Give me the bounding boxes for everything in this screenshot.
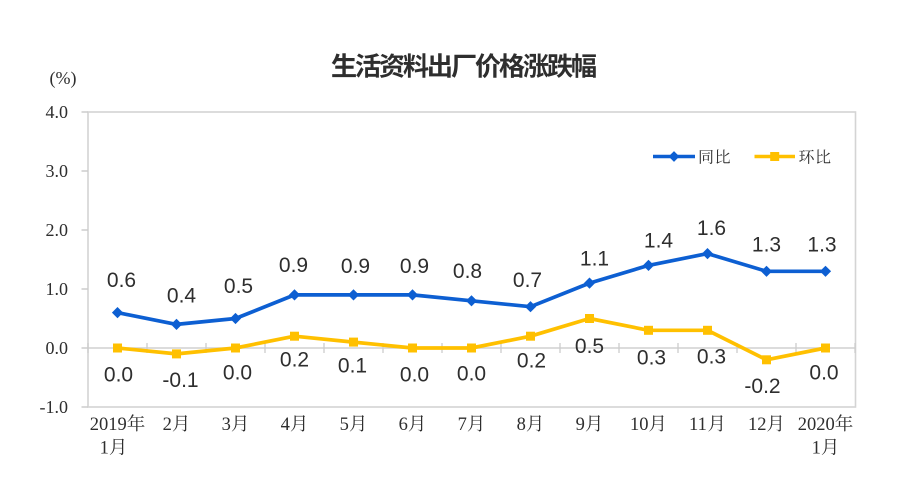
svg-text:2: 2 xyxy=(163,415,172,435)
svg-text:0.5: 0.5 xyxy=(224,275,253,298)
svg-text:0.3: 0.3 xyxy=(637,347,666,370)
svg-text:2020: 2020 xyxy=(798,415,835,435)
svg-text:2.0: 2.0 xyxy=(46,220,69,240)
svg-text:0.3: 0.3 xyxy=(697,346,726,369)
svg-text:8: 8 xyxy=(517,415,526,435)
svg-text:0.9: 0.9 xyxy=(400,255,429,278)
svg-text:0.8: 0.8 xyxy=(453,260,482,283)
svg-text:0.9: 0.9 xyxy=(341,255,370,278)
svg-text:(%): (%) xyxy=(50,68,77,89)
svg-text:0.0: 0.0 xyxy=(104,363,133,386)
svg-text:1.6: 1.6 xyxy=(697,217,726,240)
svg-text:1.1: 1.1 xyxy=(580,247,609,270)
svg-text:1.0: 1.0 xyxy=(46,279,69,299)
svg-text:0.2: 0.2 xyxy=(517,350,546,373)
svg-text:0.0: 0.0 xyxy=(46,338,69,358)
svg-text:9: 9 xyxy=(576,415,585,435)
svg-text:-0.1: -0.1 xyxy=(162,369,198,392)
svg-text:1.3: 1.3 xyxy=(807,234,836,257)
svg-text:0.0: 0.0 xyxy=(457,362,486,385)
svg-text:0.1: 0.1 xyxy=(338,354,367,377)
svg-text:5: 5 xyxy=(340,415,349,435)
svg-text:0.7: 0.7 xyxy=(513,269,542,292)
svg-text:6: 6 xyxy=(399,415,408,435)
svg-text:1: 1 xyxy=(100,439,109,459)
svg-text:4.0: 4.0 xyxy=(46,102,69,122)
svg-text:-0.2: -0.2 xyxy=(744,375,780,398)
svg-text:1: 1 xyxy=(812,439,821,459)
svg-text:1.4: 1.4 xyxy=(644,230,674,253)
svg-text:10: 10 xyxy=(630,415,649,435)
svg-text:1.3: 1.3 xyxy=(752,234,781,257)
svg-text:3: 3 xyxy=(222,415,231,435)
svg-text:0.0: 0.0 xyxy=(223,361,252,384)
svg-text:11: 11 xyxy=(689,415,707,435)
svg-text:0.4: 0.4 xyxy=(167,285,197,308)
svg-text:7: 7 xyxy=(458,415,467,435)
svg-text:0.6: 0.6 xyxy=(107,269,136,292)
svg-text:0.0: 0.0 xyxy=(400,363,429,386)
svg-text:12: 12 xyxy=(748,415,767,435)
svg-text:3.0: 3.0 xyxy=(46,161,69,181)
svg-text:-1.0: -1.0 xyxy=(40,397,69,417)
svg-text:0.5: 0.5 xyxy=(575,335,604,358)
svg-text:0.2: 0.2 xyxy=(280,349,309,372)
svg-text:0.9: 0.9 xyxy=(279,254,308,277)
svg-text:4: 4 xyxy=(281,415,290,435)
svg-text:2019: 2019 xyxy=(90,415,127,435)
svg-text:0.0: 0.0 xyxy=(809,361,838,384)
